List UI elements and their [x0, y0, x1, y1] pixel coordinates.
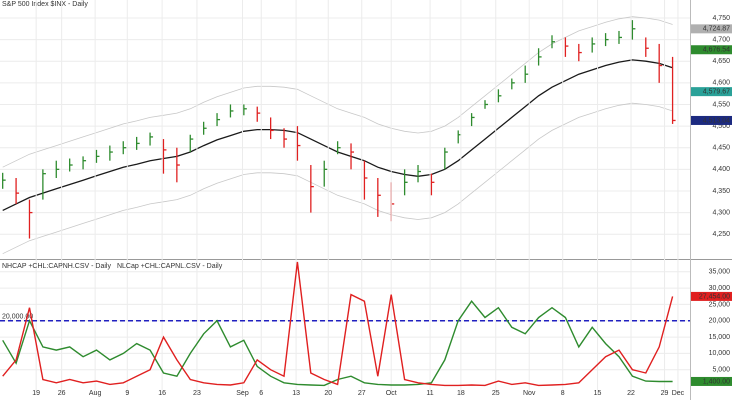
x-tick-label: 19: [32, 390, 40, 397]
band-line: [2, 102, 673, 255]
x-tick-label: Oct: [386, 390, 397, 397]
y-tick-label: 4,750: [712, 15, 730, 22]
x-tick-label: 8: [561, 390, 565, 397]
x-tick-label: 26: [58, 390, 66, 397]
y-tick-label: 25,000: [709, 301, 731, 308]
y-tick-label: 4,450: [712, 145, 730, 152]
value-tag: [691, 291, 732, 301]
value-tag-label: 4,724.87: [703, 26, 730, 33]
legend-entry: NHCAP +CHL:CAPNH.CSV - Daily: [2, 263, 111, 270]
value-tag: [691, 87, 732, 97]
value-tag: [691, 115, 732, 125]
x-tick-label: Dec: [672, 390, 685, 397]
value-tag: [691, 24, 732, 34]
x-tick-label: Nov: [523, 390, 536, 397]
x-tick-label: 25: [492, 390, 500, 397]
y-tick-label: 4,700: [712, 36, 730, 43]
y-tick-label: 20,000: [709, 318, 731, 325]
y-tick-label: 4,400: [712, 166, 730, 173]
x-tick-label: 22: [627, 390, 635, 397]
y-tick-label: 4,350: [712, 188, 730, 195]
value-tag-label: 4,579.67: [703, 88, 730, 95]
y-tick-label: 4,300: [712, 209, 730, 216]
x-tick-label: 9: [125, 390, 129, 397]
value-tag-label: 27,454.00: [699, 293, 730, 300]
x-tick-label: 11: [426, 390, 433, 397]
x-tick-label: 18: [457, 390, 465, 397]
value-tag-label: 1,400.00: [703, 378, 730, 385]
x-tick-label: 15: [594, 390, 602, 397]
band-line: [2, 16, 673, 168]
y-tick-label: 30,000: [709, 285, 731, 292]
y-tick-label: 4,250: [712, 231, 730, 238]
y-tick-label: 5,000: [712, 367, 730, 374]
x-tick-label: 29: [661, 390, 669, 397]
reference-label: 20,000.00: [2, 314, 33, 321]
value-tag: [691, 376, 732, 386]
y-tick-label: 4,650: [712, 58, 730, 65]
x-tick-label: 27: [358, 390, 366, 397]
x-tick-label: 23: [193, 390, 201, 397]
x-tick-label: 6: [259, 390, 263, 397]
y-tick-label: 35,000: [709, 269, 731, 276]
x-tick-label: Aug: [89, 390, 102, 397]
x-tick-label: Sep: [236, 390, 249, 397]
legend-entry: NLCap +CHL:CAPNL.CSV - Daily: [117, 263, 223, 270]
y-tick-label: 4,550: [712, 101, 730, 108]
y-tick-label: 10,000: [709, 350, 731, 357]
series-line: [2, 261, 674, 387]
y-tick-label: 4,500: [712, 123, 730, 130]
series-line: [2, 300, 673, 387]
chart-title: S&P 500 Index $INX - Daily: [2, 1, 88, 8]
value-tag-label: 4,676.54: [703, 47, 730, 54]
x-tick-label: 16: [158, 390, 166, 397]
value-tag: [691, 45, 732, 55]
value-tag-label: 4,513.04: [703, 117, 730, 124]
x-tick-label: 20: [324, 390, 332, 397]
y-tick-label: 4,600: [712, 80, 730, 87]
x-tick-label: 13: [292, 390, 300, 397]
y-tick-label: 15,000: [709, 334, 731, 341]
